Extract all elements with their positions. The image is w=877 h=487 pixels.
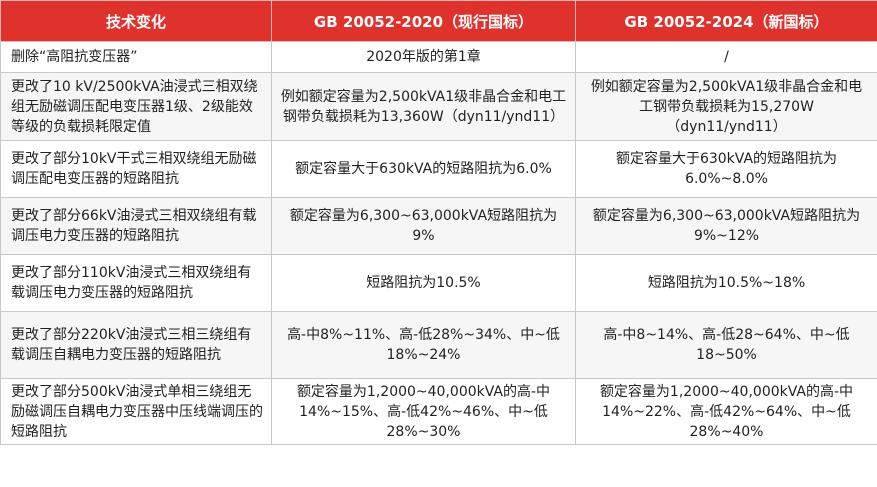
header-technical-change: 技术变化 xyxy=(0,0,272,42)
standards-comparison-table: 技术变化 GB 20052-2020（现行国标） GB 20052-2024（新… xyxy=(0,0,877,445)
gb2024-cell: 额定容量为1,2000~40,000kVA的高-中14%~22%、高-低42%~… xyxy=(575,378,877,445)
gb2024-cell: 高-中8~14%、高-低28~64%、中~低18~50% xyxy=(575,311,877,379)
gb2020-cell: 例如额定容量为2,500kVA1级非晶合金和电工钢带负载损耗为13,360W（d… xyxy=(271,72,576,141)
gb2020-cell: 2020年版的第1章 xyxy=(271,41,576,73)
change-cell: 更改了10 kV/2500kVA油浸式三相双绕组无励磁调压配电变压器1级、2级能… xyxy=(0,72,272,141)
gb2020-cell: 额定容量为6,300~63,000kVA短路阻抗为9% xyxy=(271,197,576,255)
gb2020-cell: 额定容量为1,2000~40,000kVA的高-中14%~15%、高-低42%~… xyxy=(271,378,576,445)
table-row: 更改了部分66kV油浸式三相双绕组有载调压电力变压器的短路阻抗 额定容量为6,3… xyxy=(0,197,877,255)
header-gb-2020: GB 20052-2020（现行国标） xyxy=(271,0,576,42)
gb2024-cell: / xyxy=(575,41,877,73)
change-cell: 更改了部分10kV干式三相双绕组无励磁调压配电变压器的短路阻抗 xyxy=(0,140,272,198)
change-cell: 更改了部分500kV油浸式单相三绕组无励磁调压自耦电力变压器中压线端调压的短路阻… xyxy=(0,378,272,445)
table-row: 更改了10 kV/2500kVA油浸式三相双绕组无励磁调压配电变压器1级、2级能… xyxy=(0,72,877,141)
gb2020-cell: 额定容量大于630kVA的短路阻抗为6.0% xyxy=(271,140,576,198)
gb2020-cell: 短路阻抗为10.5% xyxy=(271,254,576,312)
gb2024-cell: 额定容量大于630kVA的短路阻抗为6.0%~8.0% xyxy=(575,140,877,198)
header-row: 技术变化 GB 20052-2020（现行国标） GB 20052-2024（新… xyxy=(0,0,877,42)
change-cell: 更改了部分66kV油浸式三相双绕组有载调压电力变压器的短路阻抗 xyxy=(0,197,272,255)
gb2020-cell: 高-中8%~11%、高-低28%~34%、中~低18%~24% xyxy=(271,311,576,379)
table-row: 更改了部分110kV油浸式三相双绕组有载调压电力变压器的短路阻抗 短路阻抗为10… xyxy=(0,254,877,312)
change-cell: 更改了部分220kV油浸式三相三绕组有载调压自耦电力变压器的短路阻抗 xyxy=(0,311,272,379)
gb2024-cell: 额定容量为6,300~63,000kVA短路阻抗为9%~12% xyxy=(575,197,877,255)
change-cell: 更改了部分110kV油浸式三相双绕组有载调压电力变压器的短路阻抗 xyxy=(0,254,272,312)
table-row: 更改了部分10kV干式三相双绕组无励磁调压配电变压器的短路阻抗 额定容量大于63… xyxy=(0,140,877,198)
table-row: 更改了部分220kV油浸式三相三绕组有载调压自耦电力变压器的短路阻抗 高-中8%… xyxy=(0,311,877,379)
change-cell: 删除“高阻抗变压器” xyxy=(0,41,272,73)
header-gb-2024: GB 20052-2024（新国标） xyxy=(575,0,877,42)
table-row: 更改了部分500kV油浸式单相三绕组无励磁调压自耦电力变压器中压线端调压的短路阻… xyxy=(0,378,877,445)
gb2024-cell: 短路阻抗为10.5%~18% xyxy=(575,254,877,312)
gb2024-cell: 例如额定容量为2,500kVA1级非晶合金和电工钢带负载损耗为15,270W（d… xyxy=(575,72,877,141)
table-row: 删除“高阻抗变压器” 2020年版的第1章 / xyxy=(0,41,877,73)
